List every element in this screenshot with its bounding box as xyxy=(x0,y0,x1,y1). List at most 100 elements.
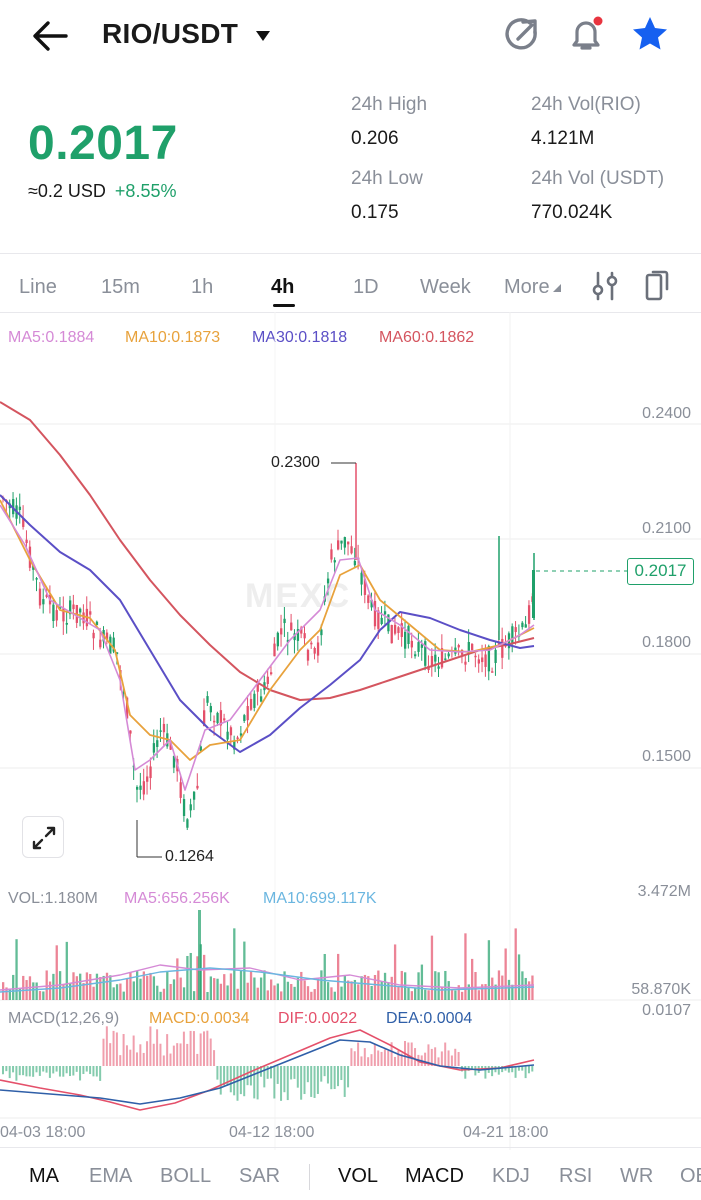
candle-body xyxy=(360,572,363,585)
candle-body xyxy=(407,626,410,644)
active-tab-underline xyxy=(273,304,295,307)
volume-bar xyxy=(15,939,18,1000)
candle-body xyxy=(457,645,460,648)
volume-bar xyxy=(504,948,507,1000)
candle-body xyxy=(474,655,477,658)
macd-histogram-bar xyxy=(323,1066,326,1077)
indicator-ema[interactable]: EMA xyxy=(89,1165,133,1187)
volume-bar xyxy=(186,955,189,1000)
volume-bar xyxy=(326,982,330,1000)
macd-histogram-bar xyxy=(310,1066,313,1097)
tab-line[interactable]: Line xyxy=(19,276,57,298)
volume-bar xyxy=(69,983,72,1000)
macd-histogram-bar xyxy=(176,1043,179,1066)
candle-body xyxy=(122,691,125,694)
macd-histogram-bar xyxy=(209,1038,212,1066)
macd-histogram-bar xyxy=(390,1042,393,1066)
candle-body xyxy=(95,621,99,626)
macd-histogram-bar xyxy=(139,1044,142,1066)
volume-bar xyxy=(62,984,65,1000)
volume-bar xyxy=(280,991,283,1000)
tab-week[interactable]: Week xyxy=(420,276,471,298)
candle-body xyxy=(521,622,524,628)
indicator-rsi[interactable]: RSI xyxy=(559,1165,593,1187)
macd-histogram-bar xyxy=(58,1066,61,1077)
macd-histogram-bar xyxy=(253,1066,256,1099)
volume-bar xyxy=(477,990,480,1000)
caret-down-icon[interactable] xyxy=(255,30,271,42)
usd-value: ≈0.2 USD xyxy=(28,181,106,201)
volume-bar xyxy=(474,971,477,1000)
indicator-ma[interactable]: MA xyxy=(29,1165,59,1187)
macd-histogram-bar xyxy=(497,1066,500,1075)
tab-4h[interactable]: 4h xyxy=(271,276,295,298)
indicator-settings-icon[interactable] xyxy=(590,270,620,302)
volume-bar xyxy=(162,988,166,1000)
volume-bar xyxy=(350,981,353,1000)
ma30-line xyxy=(0,494,535,753)
indicator-wr[interactable]: WR xyxy=(620,1165,654,1187)
volume-bar xyxy=(206,991,209,1000)
candle-body xyxy=(326,578,330,584)
candle-body xyxy=(400,623,403,637)
candle-body xyxy=(340,540,343,544)
candle-body xyxy=(18,506,22,511)
candle-body xyxy=(65,622,68,625)
macd-histogram-bar xyxy=(119,1055,122,1066)
star-icon[interactable] xyxy=(630,14,670,54)
landscape-toggle-icon[interactable] xyxy=(643,269,671,303)
macd-histogram-bar xyxy=(531,1066,534,1072)
volume-bar xyxy=(152,976,156,1000)
volume-bar xyxy=(300,971,303,1000)
indicator-sar[interactable]: SAR xyxy=(239,1165,281,1187)
tab-1h[interactable]: 1h xyxy=(191,276,214,298)
volume-bar xyxy=(5,987,8,1000)
volume-bar xyxy=(32,982,35,1000)
tab-more[interactable]: More xyxy=(504,276,562,299)
candle-body xyxy=(440,648,444,668)
candle-body xyxy=(209,706,212,713)
candle-body xyxy=(471,643,474,651)
tab-15m[interactable]: 15m xyxy=(101,276,140,298)
candle-body xyxy=(259,696,263,702)
pair-title[interactable]: RIO/USDT xyxy=(102,18,239,49)
vol-legend: VOL:1.180M xyxy=(8,890,98,907)
macd-histogram-bar xyxy=(132,1035,135,1066)
refresh-icon[interactable] xyxy=(502,14,542,54)
candle-body xyxy=(125,697,129,719)
volume-bar xyxy=(79,973,82,1000)
macd-histogram-bar xyxy=(69,1066,71,1077)
indicator-vol[interactable]: VOL xyxy=(338,1165,379,1187)
x-axis-label: 04-03 18:00 xyxy=(0,1124,86,1141)
indicator-boll[interactable]: BOLL xyxy=(160,1165,212,1187)
macd-histogram-bar xyxy=(514,1066,517,1078)
tab-1d[interactable]: 1D xyxy=(353,276,379,298)
macd-histogram-bar xyxy=(48,1066,51,1078)
macd-histogram-bar xyxy=(192,1031,195,1066)
indicator-obv[interactable]: OB xyxy=(680,1165,701,1187)
macd-histogram-bar xyxy=(370,1054,373,1066)
y-axis-label: 0.2100 xyxy=(642,520,691,537)
volume-bar xyxy=(226,985,229,1000)
macd-histogram-bar xyxy=(517,1066,520,1071)
y-axis-label: 0.1800 xyxy=(642,634,691,651)
macd-histogram-bar xyxy=(367,1057,370,1066)
volume-bar xyxy=(179,977,182,1000)
indicator-kdj[interactable]: KDJ xyxy=(492,1165,530,1187)
indicator-macd[interactable]: MACD xyxy=(405,1165,464,1187)
volume-bar xyxy=(253,977,256,1000)
volume-bar xyxy=(363,974,367,1000)
back-arrow-icon[interactable] xyxy=(28,14,72,58)
divider xyxy=(0,253,701,254)
volume-bar xyxy=(259,977,263,1000)
candle-body xyxy=(139,785,142,790)
candle-body xyxy=(69,600,72,615)
macd-histogram-bar xyxy=(8,1066,11,1079)
candlestick-chart[interactable] xyxy=(0,312,701,1150)
candle-body xyxy=(313,647,316,654)
volume-bar xyxy=(410,991,413,1000)
macd-title: MACD(12,26,9) xyxy=(8,1010,120,1027)
expand-chart-button[interactable] xyxy=(22,816,64,858)
macd-histogram-bar xyxy=(464,1066,467,1079)
bell-icon[interactable] xyxy=(566,14,606,54)
